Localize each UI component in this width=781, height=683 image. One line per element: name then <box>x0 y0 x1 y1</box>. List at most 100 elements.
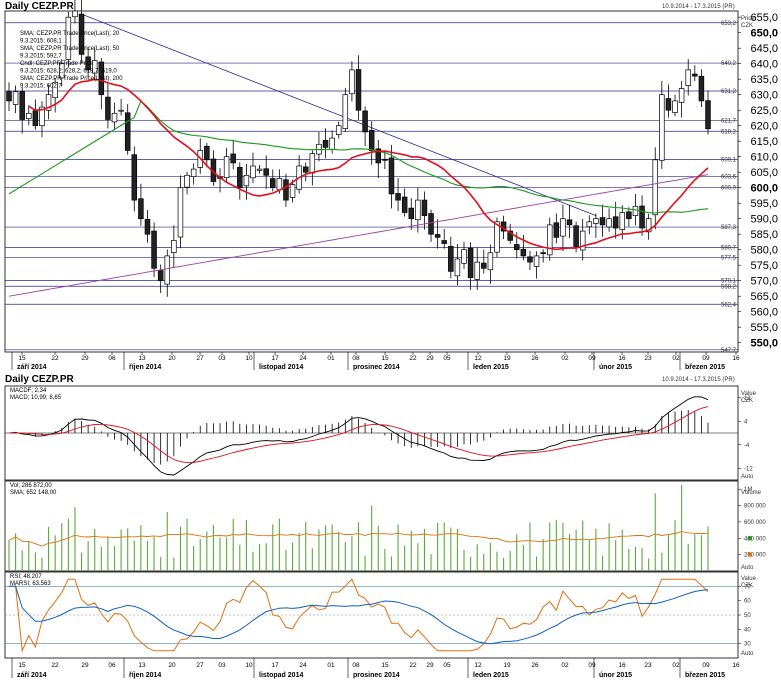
bottom-month-label: listopad 2014 <box>259 672 303 679</box>
x-tick-label: 22 <box>409 355 417 362</box>
candle-body <box>230 153 236 164</box>
legend-entry: SMA; CEZP.PR Trade Price(Last); 200 <box>20 76 123 82</box>
x-tick-label: 16 <box>732 355 740 362</box>
price-tick-label: 615,0 <box>750 136 778 148</box>
price-tick-label: 550,0 <box>750 338 778 350</box>
candle-body <box>434 234 441 238</box>
macd-axis-label: Value <box>741 391 757 397</box>
candle-body <box>85 56 91 71</box>
candle-body <box>573 225 579 247</box>
price-level-label: 618,2 <box>721 129 737 135</box>
legend-entry: Cndl; CEZP.PR Trade Price <box>20 61 94 67</box>
bottom-x-tick-label: 02 <box>561 662 569 669</box>
candle-body <box>692 73 698 77</box>
bottom-x-tick-label: 19 <box>503 662 511 669</box>
candle-body <box>322 139 329 148</box>
candle-body <box>144 218 151 235</box>
bottom-x-tick-label: 22 <box>51 662 59 669</box>
candle-body <box>329 137 335 150</box>
candle-body <box>335 125 342 135</box>
candle-body <box>171 240 177 253</box>
candle-body <box>355 69 362 111</box>
macd-tick-label: -12 <box>744 466 753 472</box>
price-level-label: 603,6 <box>721 175 737 181</box>
volume-marker <box>748 536 752 541</box>
candle-body <box>645 218 652 233</box>
volume-sma-marker <box>748 552 752 557</box>
candle-body <box>586 221 593 228</box>
bottom-x-tick-label: 20 <box>168 662 176 669</box>
candle-body <box>12 91 19 105</box>
month-label: září 2014 <box>17 364 47 371</box>
bottom-x-tick-label: 06 <box>108 662 116 669</box>
macd-tick-label: -4 <box>744 443 750 449</box>
candle-body <box>204 145 210 161</box>
candle-body <box>59 63 65 79</box>
candle-body <box>388 157 395 195</box>
candle-body <box>250 165 256 179</box>
candle-body <box>32 110 39 127</box>
x-tick-label: 19 <box>503 355 511 362</box>
price-tick-label: 600,0 <box>750 183 778 195</box>
candle-body <box>652 159 658 216</box>
candle-body <box>612 216 619 229</box>
candle-body <box>289 184 296 198</box>
price-level-label: 587,3 <box>721 225 737 231</box>
candle-body <box>309 153 316 174</box>
x-tick-label: 09 <box>702 355 710 362</box>
bottom-month-label: říjen 2014 <box>129 672 161 679</box>
candle-body <box>698 75 705 102</box>
legend-entry: 9.3.2015; 608,1 <box>20 39 62 45</box>
rsi-legend-entry: RSI; 48,207 <box>10 574 42 580</box>
bottom-x-tick-label: 24 <box>299 662 307 669</box>
price-level-label: 577,5 <box>721 255 737 261</box>
volume-axis-label: Volume <box>741 490 762 496</box>
marsi-line <box>9 585 709 645</box>
price-tick-label: 635,0 <box>750 74 778 86</box>
candle-body <box>678 88 685 103</box>
candle-body <box>124 112 131 151</box>
bottom-x-axis: 15 22 29 06 13 20 27 03 10 17 24 01 08 15 22 29 05 12 19 26… <box>11 658 740 679</box>
x-tick-label: 06 <box>108 355 116 362</box>
trend-line <box>81 13 597 216</box>
bottom-x-tick-label: 01 <box>327 662 335 669</box>
candle-body <box>78 13 85 55</box>
volume-tick-label: 1M <box>744 487 752 493</box>
candle-body <box>632 205 639 217</box>
candle-body <box>65 16 72 60</box>
candle-body <box>533 255 540 267</box>
price-level-label: 562,4 <box>721 302 737 308</box>
sma-lines <box>8 78 709 297</box>
candle-body <box>256 168 263 171</box>
x-tick-label: 15 <box>381 355 389 362</box>
bottom-x-tick-label: 17 <box>271 662 279 669</box>
bottom-x-tick-label: 16 <box>732 662 740 669</box>
bottom-month-label: březen 2015 <box>685 672 725 679</box>
bottom-x-tick-label: 29 <box>81 662 89 669</box>
price-tick-label: 645,0 <box>750 43 778 55</box>
legend-entry: 9.3.2015; 592,7 <box>20 54 62 60</box>
legend-entry: 9.3.2015; 628,2; 628,2; 618,7; 619,0 <box>20 69 117 75</box>
macd-date-range: 10.9.2014 - 17.3.2015 (PR) <box>662 377 735 383</box>
price-tick-label: 620,0 <box>750 121 778 133</box>
candle-body <box>606 218 612 228</box>
candle-body <box>276 178 283 191</box>
x-tick-label: 22 <box>51 355 59 362</box>
rsi-tick-label: 60 <box>744 599 751 605</box>
candle-body <box>26 112 32 120</box>
candle-body <box>91 60 98 74</box>
bottom-x-tick-label: 29 <box>426 662 434 669</box>
x-tick-label: 10 <box>245 355 253 362</box>
month-label: říjen 2014 <box>129 364 161 371</box>
candle-body <box>237 166 243 189</box>
bottom-month-label: únor 2015 <box>599 672 632 679</box>
price-tick-label: 570,0 <box>750 276 778 288</box>
price-tick-label: 585,0 <box>750 229 778 241</box>
x-tick-label: 15 <box>18 355 26 362</box>
price-panel-frame <box>4 10 739 353</box>
price-level-label: 600,0 <box>721 186 737 192</box>
candle-body <box>514 244 520 251</box>
x-tick-label: 08 <box>352 355 360 362</box>
volume-auto: Auto <box>741 565 754 571</box>
